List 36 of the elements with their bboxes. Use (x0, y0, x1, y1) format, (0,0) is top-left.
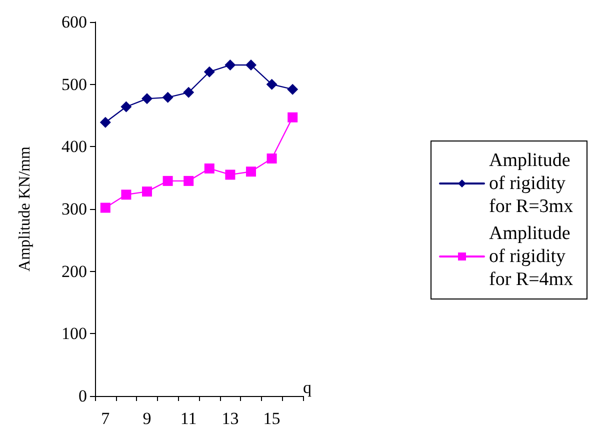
point (266, 154, 277, 164)
point (100, 116, 111, 128)
point (246, 60, 256, 71)
y-tick-label: 300 (62, 200, 87, 218)
point (120, 101, 132, 112)
point (142, 186, 152, 197)
x-tick-label: 15 (263, 409, 280, 428)
point (204, 66, 215, 78)
y-tick-label: 0 (78, 386, 87, 406)
point (288, 112, 298, 122)
point (121, 190, 132, 200)
y-tick-label: 200 (62, 262, 87, 281)
point (224, 60, 236, 71)
point (246, 166, 256, 177)
y-tick-label: 500 (62, 74, 87, 94)
y-tick-label: 400 (62, 137, 87, 156)
point (204, 163, 214, 174)
point (287, 84, 298, 95)
x-axis-title: q (303, 378, 312, 397)
point (142, 93, 152, 104)
x-tick-label: 9 (142, 409, 152, 428)
x-tick-label: 11 (180, 409, 197, 428)
legend-label: Amplitude of rigidity for R=4mx (489, 223, 576, 290)
point (183, 86, 194, 98)
point (184, 176, 194, 186)
legend-label: Amplitude of rigidity for R=3mx (489, 150, 576, 217)
point (266, 78, 278, 90)
point (162, 176, 173, 186)
y-tick-label: 600 (62, 12, 87, 32)
y-tick-label: 100 (62, 324, 87, 344)
x-tick-label: 13 (222, 409, 239, 428)
point (225, 170, 236, 180)
x-tick-label: 7 (101, 409, 110, 428)
point (162, 92, 174, 103)
point (100, 202, 110, 213)
y-axis-title: Amplitude KN/mm (16, 146, 34, 272)
